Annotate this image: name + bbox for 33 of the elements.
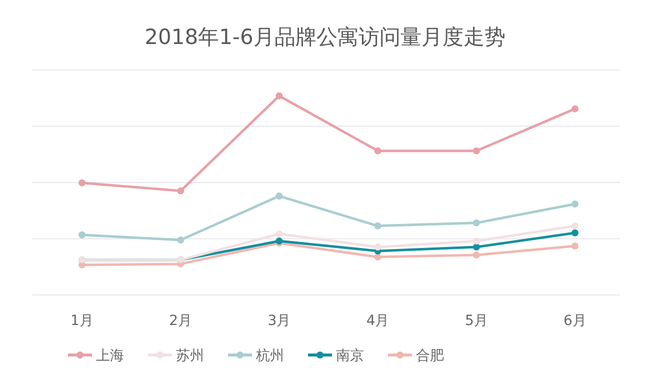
point: [276, 92, 283, 100]
chart-title: 2018年1-6月品牌公寓访问量月度走势: [144, 25, 506, 49]
point: [78, 231, 86, 238]
point: [374, 244, 382, 251]
point: [78, 179, 86, 186]
point: [177, 187, 184, 194]
point: [276, 230, 283, 238]
point: [374, 253, 382, 260]
point: [472, 147, 480, 154]
x-tick-label: 2月: [169, 313, 192, 329]
legend-label: 杭州: [255, 348, 284, 364]
x-tick-label: 3月: [268, 313, 291, 329]
legend-label: 苏州: [176, 348, 204, 364]
point: [374, 222, 382, 230]
point: [572, 242, 578, 250]
point: [572, 105, 578, 112]
x-tick-label: 1月: [70, 313, 94, 329]
point: [572, 229, 578, 236]
legend-label: 上海: [96, 348, 124, 364]
point: [572, 222, 578, 230]
point: [572, 200, 578, 208]
point: [374, 147, 382, 154]
point: [177, 236, 184, 244]
legend-label: 南京: [336, 348, 364, 364]
legend-label: 合肥: [416, 348, 444, 364]
point: [472, 238, 480, 245]
point: [472, 244, 480, 251]
point: [472, 219, 480, 226]
point: [472, 251, 480, 258]
x-tick-label: 5月: [464, 313, 488, 329]
x-tick-label: 4月: [366, 313, 390, 329]
point: [276, 192, 283, 200]
x-tick-label: 6月: [564, 313, 586, 329]
